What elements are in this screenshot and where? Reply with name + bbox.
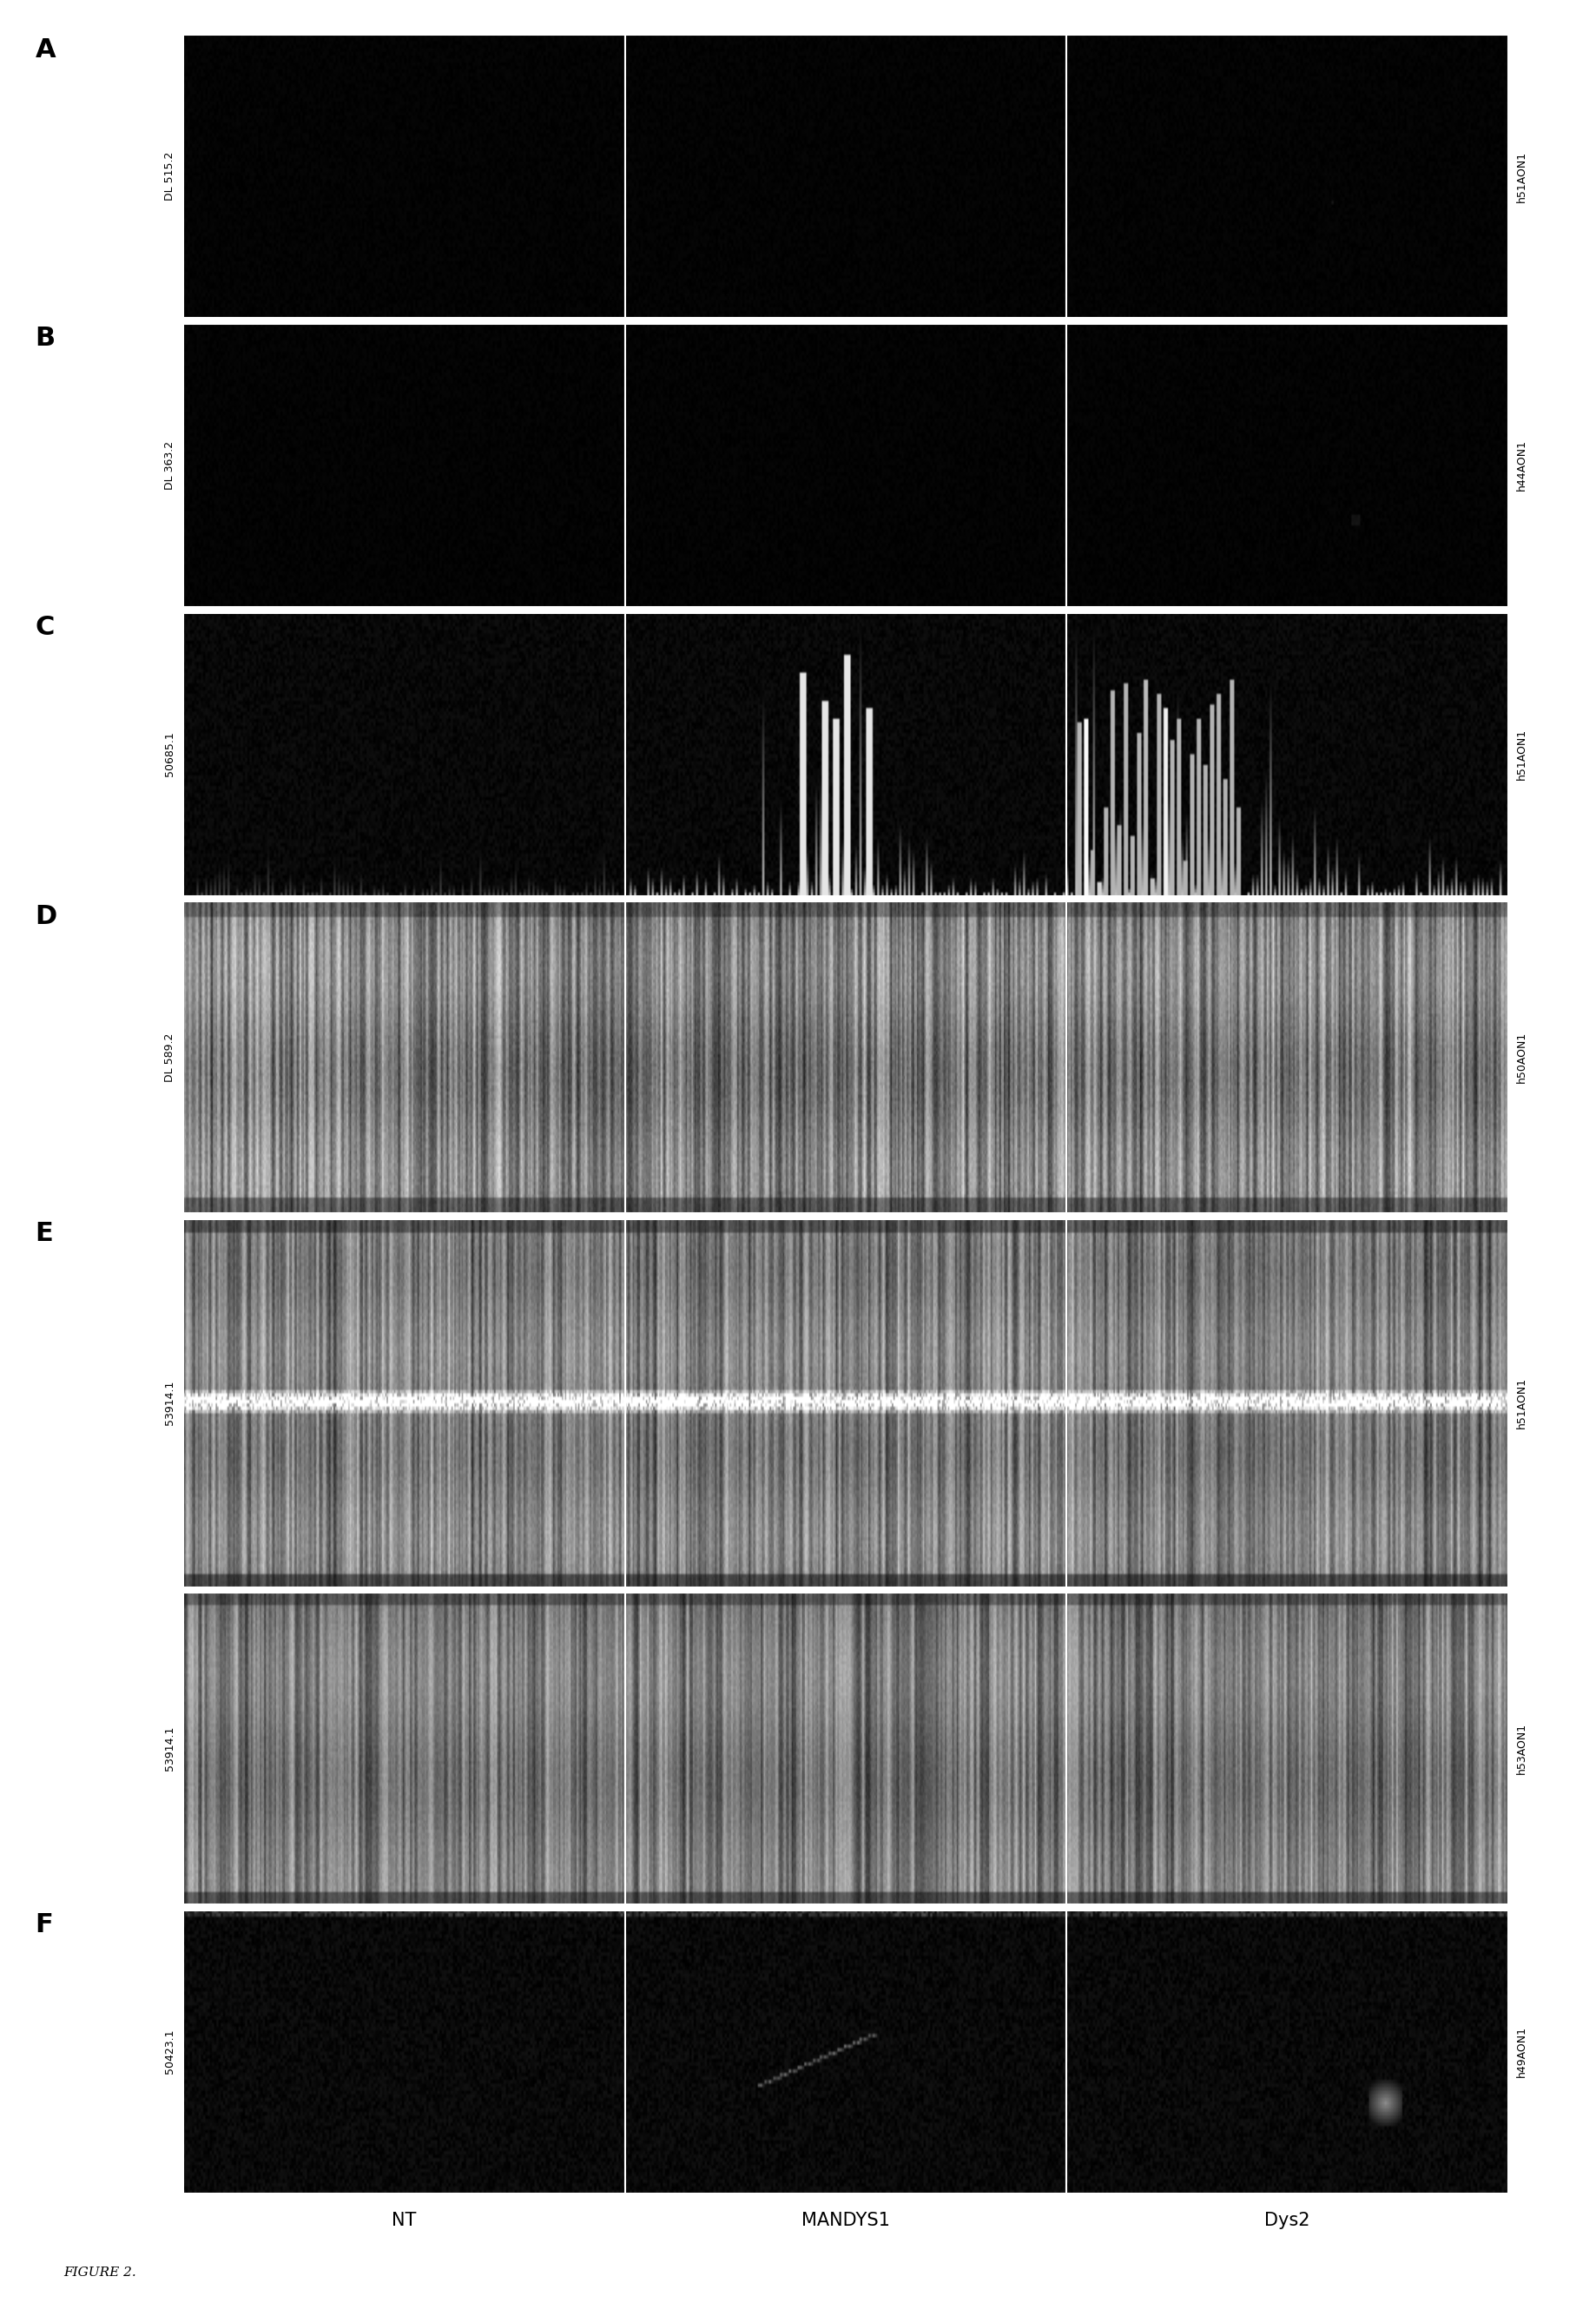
Text: h49AON1: h49AON1 — [1516, 2026, 1527, 2077]
Text: FIGURE 2.: FIGURE 2. — [64, 2267, 137, 2279]
Text: F: F — [35, 1913, 53, 1938]
Text: h50AON1: h50AON1 — [1516, 1031, 1527, 1084]
Text: DL 363.2: DL 363.2 — [164, 440, 176, 489]
Text: 50423.1: 50423.1 — [164, 2029, 176, 2075]
Text: NT: NT — [393, 2212, 417, 2228]
Text: MANDYS1: MANDYS1 — [801, 2212, 891, 2228]
Text: h51AON1: h51AON1 — [1516, 1378, 1527, 1429]
Text: E: E — [35, 1221, 53, 1246]
Text: Dys2: Dys2 — [1264, 2212, 1310, 2228]
Text: 53914.1: 53914.1 — [164, 1725, 176, 1772]
Text: DL 589.2: DL 589.2 — [164, 1033, 176, 1082]
Text: A: A — [35, 37, 56, 63]
Text: DL 515.2: DL 515.2 — [164, 153, 176, 201]
Text: 53914.1: 53914.1 — [164, 1380, 176, 1424]
Text: D: D — [35, 903, 57, 929]
Text: h51AON1: h51AON1 — [1516, 730, 1527, 780]
Text: h44AON1: h44AON1 — [1516, 440, 1527, 491]
Text: 50685.1: 50685.1 — [164, 732, 176, 776]
Text: h51AON1: h51AON1 — [1516, 151, 1527, 201]
Text: B: B — [35, 327, 56, 352]
Text: C: C — [35, 616, 54, 639]
Text: h53AON1: h53AON1 — [1516, 1723, 1527, 1774]
